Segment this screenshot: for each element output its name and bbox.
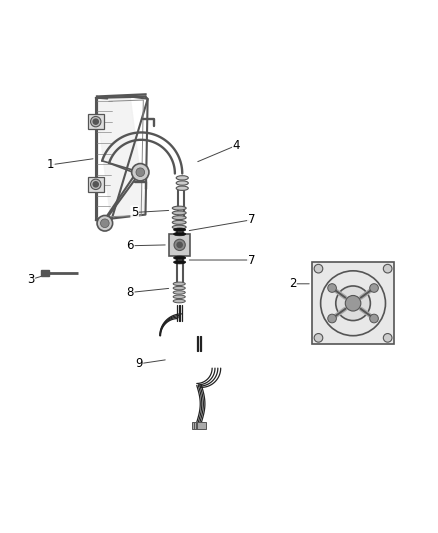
Circle shape: [93, 182, 99, 187]
Circle shape: [383, 334, 392, 342]
FancyBboxPatch shape: [312, 262, 394, 344]
Ellipse shape: [173, 282, 185, 286]
Text: 8: 8: [127, 286, 134, 299]
Circle shape: [91, 116, 101, 127]
Ellipse shape: [172, 216, 186, 220]
Circle shape: [136, 168, 145, 176]
FancyBboxPatch shape: [169, 234, 191, 256]
Ellipse shape: [176, 186, 188, 190]
Polygon shape: [96, 98, 145, 220]
Circle shape: [370, 314, 378, 323]
Circle shape: [177, 243, 182, 247]
Text: 3: 3: [27, 273, 35, 286]
Circle shape: [383, 264, 392, 273]
Circle shape: [91, 179, 101, 190]
Ellipse shape: [173, 232, 186, 236]
FancyBboxPatch shape: [192, 422, 201, 429]
Text: 4: 4: [233, 139, 240, 152]
FancyBboxPatch shape: [197, 422, 206, 429]
Text: 6: 6: [127, 239, 134, 252]
Circle shape: [174, 239, 185, 251]
Ellipse shape: [176, 181, 188, 185]
Circle shape: [345, 295, 361, 311]
FancyBboxPatch shape: [88, 176, 103, 192]
Ellipse shape: [173, 290, 185, 294]
Ellipse shape: [173, 300, 185, 303]
Ellipse shape: [173, 286, 185, 290]
Text: 5: 5: [131, 206, 138, 219]
Ellipse shape: [173, 256, 186, 260]
Ellipse shape: [173, 295, 185, 298]
FancyBboxPatch shape: [195, 422, 204, 429]
Circle shape: [132, 164, 149, 181]
Text: 7: 7: [247, 213, 255, 227]
FancyBboxPatch shape: [194, 422, 203, 429]
Circle shape: [370, 284, 378, 292]
FancyBboxPatch shape: [88, 114, 103, 130]
Circle shape: [328, 314, 336, 323]
Circle shape: [328, 284, 336, 292]
Text: 9: 9: [135, 357, 143, 370]
Ellipse shape: [172, 221, 186, 224]
Circle shape: [314, 334, 323, 342]
Circle shape: [97, 215, 113, 231]
Ellipse shape: [173, 261, 186, 264]
Text: 1: 1: [46, 158, 54, 172]
Ellipse shape: [176, 176, 188, 180]
Circle shape: [93, 119, 99, 124]
Circle shape: [314, 264, 323, 273]
Text: 7: 7: [247, 254, 255, 266]
Circle shape: [100, 219, 109, 228]
Circle shape: [336, 286, 371, 320]
Text: 2: 2: [289, 277, 296, 290]
Ellipse shape: [172, 211, 186, 215]
Ellipse shape: [172, 206, 186, 210]
Ellipse shape: [173, 228, 186, 231]
Ellipse shape: [172, 225, 186, 229]
FancyBboxPatch shape: [41, 270, 49, 276]
